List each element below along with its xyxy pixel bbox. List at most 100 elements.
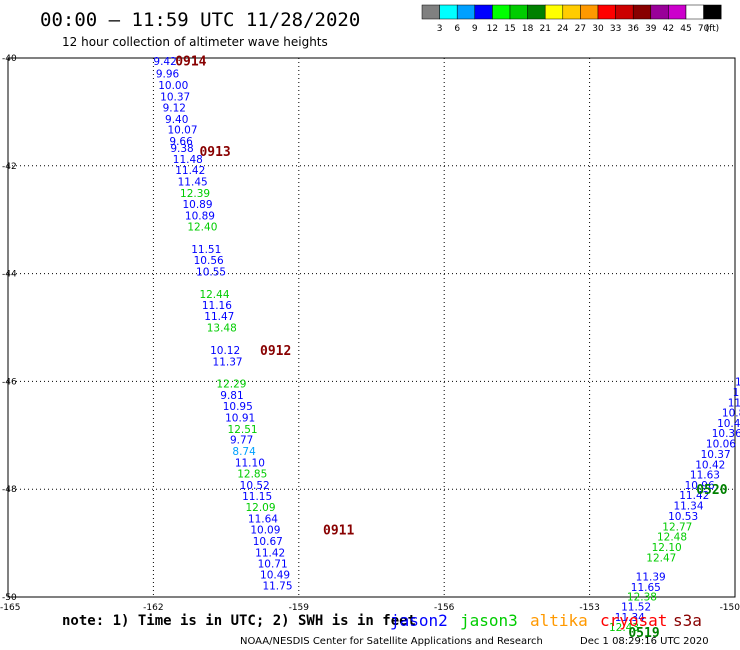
swh-label-jason2: 11.?	[733, 387, 740, 399]
swh-label-jason2: 9.81	[220, 390, 243, 402]
swh-label-jason2: 10.56	[194, 255, 224, 267]
colorbar-swatch	[562, 4, 581, 20]
colorbar-swatch	[439, 4, 458, 20]
x-tick-label: -153	[579, 603, 599, 613]
colorbar-label: 42	[663, 24, 674, 34]
colorbar-label: (ft)	[706, 24, 720, 34]
colorbar-label: 21	[539, 24, 550, 34]
satellite-cryosat: cryosat	[600, 611, 667, 630]
swh-label-jason2: 10.00	[158, 80, 188, 92]
swh-label-jason2: 10.09	[250, 525, 280, 537]
time-label: 0520	[696, 483, 727, 498]
y-tick-label: -42	[2, 162, 17, 172]
swh-label-jason2: 10.96	[685, 480, 715, 492]
swh-label-jason3: 12.38	[627, 591, 657, 603]
swh-label-jason2: 10.41	[717, 418, 740, 430]
swh-label-jason2: 9.42	[153, 56, 176, 68]
swh-label-jason2: 10.36	[712, 428, 740, 440]
swh-label-jason2: 11.42	[679, 490, 709, 502]
time-label: 0519	[628, 626, 659, 641]
plot-frame	[7, 57, 736, 598]
y-tick-label: -50	[2, 593, 17, 603]
colorbar-swatch	[668, 4, 687, 20]
chart-subtitle: 12 hour collection of altimeter wave hei…	[62, 35, 328, 49]
swh-label-jason2: 11.65	[631, 582, 661, 594]
credit-text: NOAA/NESDIS Center for Satellite Applica…	[240, 636, 543, 647]
swh-label-jason2: 11.10	[235, 457, 265, 469]
colorbar-label: 36	[627, 24, 639, 34]
time-label: 0913	[199, 145, 230, 160]
x-tick-label: -156	[434, 603, 455, 613]
swh-label-jason2: 10.95	[223, 401, 253, 413]
swh-label-jason2: 10.53	[668, 511, 698, 523]
satellite-jason3: jason3	[460, 611, 518, 630]
satellite-altika: altika	[530, 611, 588, 630]
x-tick-label: -150	[720, 603, 740, 613]
colorbar-swatch	[615, 4, 634, 20]
colorbar-swatch	[492, 4, 511, 20]
timestamp-text: Dec 1 08:29:16 UTC 2020	[580, 636, 709, 647]
swh-label-jason2: 9.96	[156, 69, 180, 81]
colorbar-label: 39	[645, 24, 657, 34]
swh-label-jason2: 11.47	[204, 311, 234, 323]
swh-label-jason2: 11.16	[728, 397, 740, 409]
colorbar-swatch	[456, 4, 476, 20]
colorbar-label: 6	[454, 24, 460, 34]
time-label: 0912	[260, 344, 291, 359]
swh-label-jason2: 10.12	[210, 345, 240, 357]
swh-label-jason2: 10.87	[722, 408, 740, 420]
colorbar-swatch	[527, 4, 546, 20]
swh-label-jason2: 11.16	[202, 300, 232, 312]
colorbar-label: 27	[575, 24, 586, 34]
swh-label-jason2: 10.49	[260, 569, 290, 581]
swh-label-jason2: 11.42	[255, 547, 285, 559]
swh-label-jason2: 11.64	[248, 513, 278, 525]
swh-label-jason2: 10.71	[258, 559, 288, 571]
swh-label-jason2: 10.06	[706, 438, 736, 450]
swh-label-jason2: 11.52	[621, 602, 651, 614]
time-label: 0914	[175, 55, 206, 70]
swh-label-jason2: 10.?	[735, 376, 740, 388]
swh-label-jason3: 12.40	[187, 222, 217, 234]
swh-label-jason3: 12.39	[180, 188, 210, 200]
colorbar-label: 45	[680, 24, 691, 34]
swh-label-jason3: 12.44	[199, 289, 229, 301]
swh-label-jason3: 13.48	[207, 323, 237, 335]
swh-label-jason2: 10.55	[196, 266, 226, 278]
swh-label-jason2: 9.40	[165, 114, 188, 126]
colorbar-swatch	[544, 4, 564, 20]
x-tick-label: -159	[289, 603, 310, 613]
swh-label-jason3: 12.85	[237, 469, 267, 481]
swh-label-jason2: 11.34	[615, 612, 645, 624]
colorbar-label: 3	[437, 24, 443, 34]
colorbar-label: 24	[557, 24, 569, 34]
colorbar-label: 12	[487, 24, 498, 34]
swh-label-jason2: 10.37	[701, 449, 731, 461]
swh-label-jason2: 11.34	[673, 500, 703, 512]
colorbar-label: 70	[698, 24, 710, 34]
x-tick-label: -162	[143, 603, 163, 613]
swh-label-jason2: 10.52	[240, 480, 270, 492]
swh-label-jason2: 9.77	[230, 435, 253, 447]
colorbar-swatch	[685, 4, 704, 20]
colorbar-swatch	[421, 4, 440, 20]
swh-label-jason2: 10.91	[225, 413, 255, 425]
swh-label-jason2: 11.42	[175, 165, 205, 177]
swh-label-altika: 8.74	[232, 446, 256, 458]
swh-label-jason3: 12.48	[657, 532, 687, 544]
colorbar-swatch	[703, 4, 722, 20]
swh-label-jason2: 11.37	[213, 356, 243, 368]
colorbar-label: 15	[504, 24, 515, 34]
satellite-legend: jason2 jason3 altika cryosat s3a	[390, 611, 702, 630]
swh-label-jason2: 10.42	[695, 459, 725, 471]
swh-label-jason2: 9.38	[170, 143, 193, 155]
colorbar-legend: 3 6 9 12 15 18 21 24 27 30 33 36 39 42 45 70(ft)	[421, 4, 722, 34]
y-tick-label: -44	[2, 270, 17, 280]
swh-label-jason2: 10.67	[253, 536, 283, 548]
swh-label-jason2: 10.89	[182, 199, 212, 211]
swh-label-jason3: 12.51	[228, 424, 258, 436]
colorbar-label: 33	[610, 24, 621, 34]
colorbar-swatch	[509, 4, 528, 20]
chart-title: 00:00 – 11:59 UTC 11/28/2020	[40, 9, 360, 31]
